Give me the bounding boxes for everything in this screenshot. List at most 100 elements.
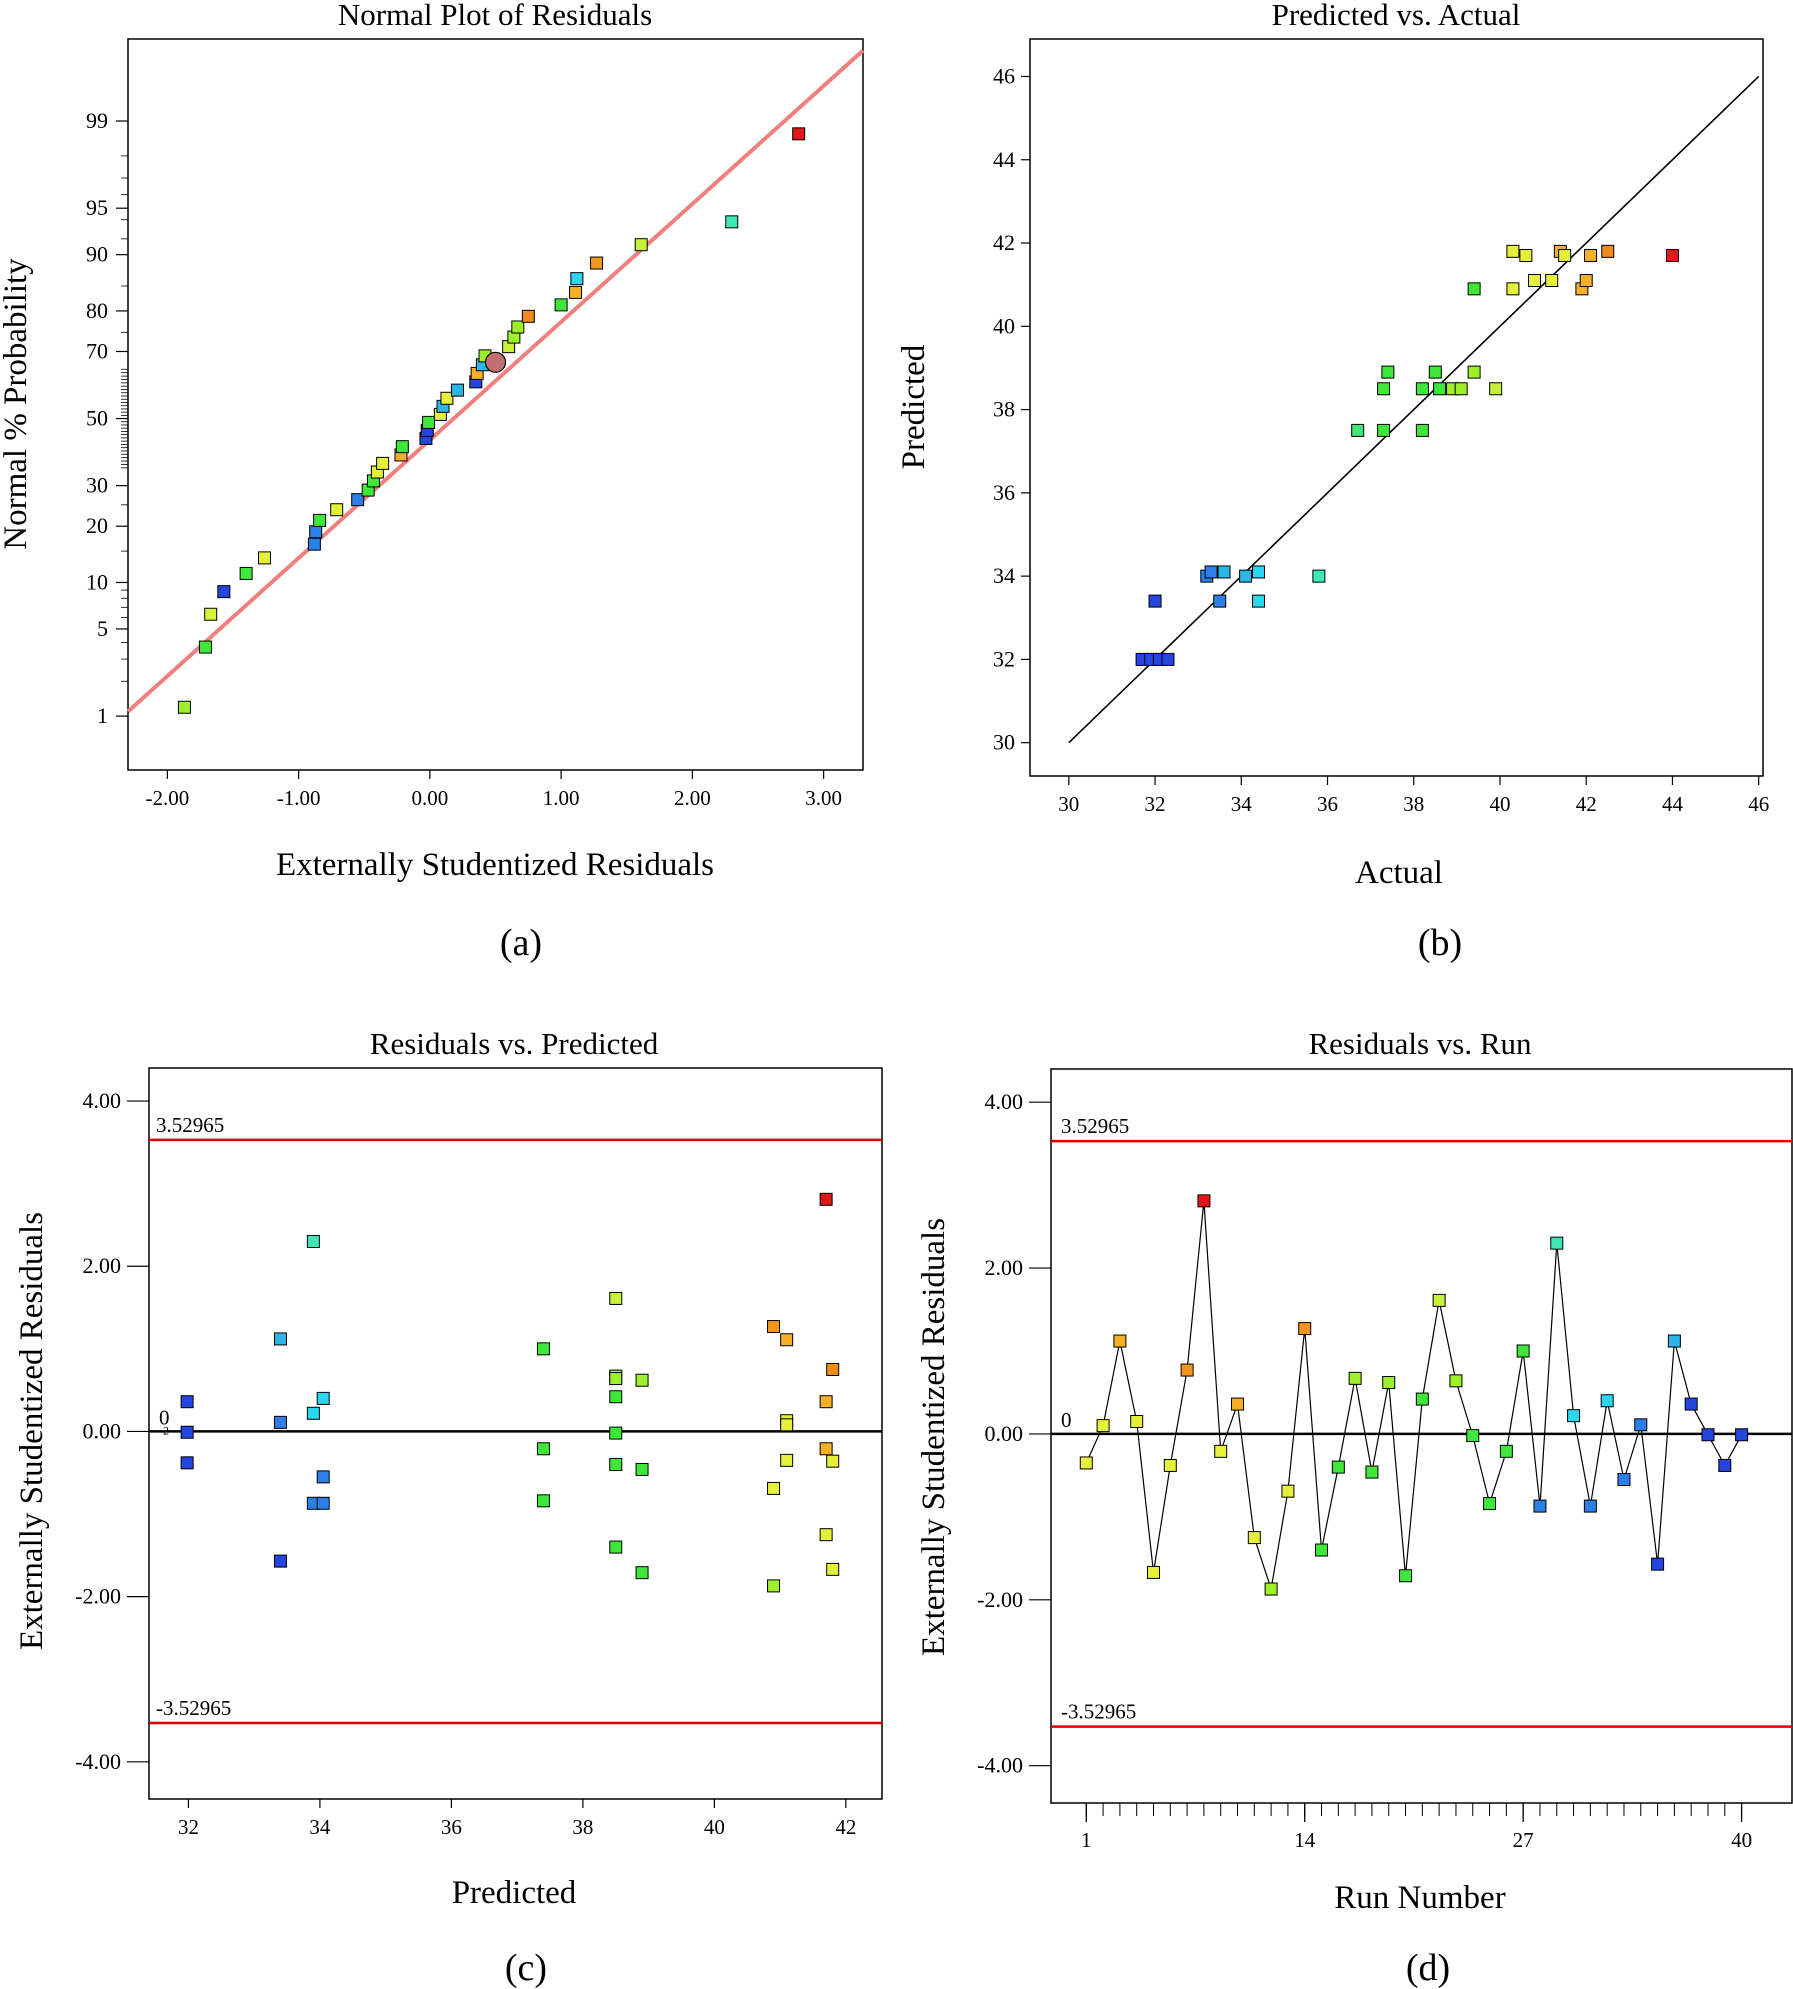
panel-d-y-ticks: -4.00 -2.00 0.00 2.00 4.00 bbox=[977, 1089, 1051, 1778]
panel-a-y-tick-label: 10 bbox=[86, 569, 108, 594]
panel-c-lower-limit-label: -3.52965 bbox=[156, 1696, 231, 1720]
panel-c-point bbox=[819, 1395, 833, 1409]
panel-a-plot-frame bbox=[127, 38, 864, 771]
panel-a-point bbox=[239, 566, 253, 580]
panel-d-series-line bbox=[1085, 1200, 1743, 1590]
panel-a-point bbox=[330, 503, 344, 517]
panel-c-point bbox=[609, 1540, 623, 1554]
panel-c-upper-limit-label: 3.52965 bbox=[156, 1113, 224, 1137]
panel-d-x-ticks: 1 14 27 40 bbox=[1081, 1803, 1752, 1852]
panel-a-point bbox=[792, 127, 806, 141]
panel-c-point bbox=[780, 1418, 794, 1432]
panel-b-point bbox=[1433, 382, 1447, 396]
panel-c-y-tick-label: -4.00 bbox=[75, 1749, 121, 1774]
panel-b-y-tick-label: 32 bbox=[993, 646, 1015, 671]
panel-a-y-tick-label: 20 bbox=[86, 513, 108, 538]
panel-d-y-axis-label: Externally Studentized Residuals bbox=[916, 1218, 952, 1656]
panel-b-point bbox=[1213, 594, 1227, 608]
panel-b-point bbox=[1467, 365, 1481, 379]
panel-d-point bbox=[1348, 1371, 1362, 1385]
panel-b-x-tick-label: 32 bbox=[1145, 792, 1166, 816]
panel-c-point bbox=[635, 1373, 649, 1387]
panel-d-x-tick-label: 40 bbox=[1731, 1828, 1752, 1852]
panel-c-y-tick-label: -2.00 bbox=[75, 1584, 121, 1609]
panel-b-x-tick-label: 30 bbox=[1058, 792, 1079, 816]
panel-d-point bbox=[1113, 1334, 1127, 1348]
panel-b-point bbox=[1217, 565, 1231, 579]
panel-b-y-tick-label: 42 bbox=[993, 230, 1015, 255]
panel-b-point bbox=[1428, 365, 1442, 379]
panel-d-x-axis-label: Run Number bbox=[1334, 1880, 1505, 1916]
panel-a-point bbox=[569, 285, 583, 299]
panel-c-y-tick-label: 4.00 bbox=[83, 1088, 122, 1113]
panel-d-point bbox=[1667, 1334, 1681, 1348]
panel-d-point bbox=[1163, 1458, 1177, 1472]
panel-c-point bbox=[635, 1462, 649, 1476]
panel-b-point bbox=[1377, 423, 1391, 437]
panel-c-x-tick-label: 32 bbox=[178, 1815, 199, 1839]
panel-a-point bbox=[570, 272, 584, 286]
panel-b-y-tick-label: 38 bbox=[993, 397, 1015, 422]
panel-c-point bbox=[635, 1566, 649, 1580]
panel-a-point bbox=[313, 513, 327, 527]
panel-b-x-tick-label: 42 bbox=[1576, 792, 1597, 816]
panel-c-y-tick-label: 0.00 bbox=[83, 1418, 122, 1443]
panel-b-y-tick-label: 34 bbox=[993, 563, 1015, 588]
panel-a-point bbox=[725, 215, 739, 229]
panel-b-diagonal-line bbox=[1068, 75, 1760, 744]
panel-b-point bbox=[1527, 274, 1541, 288]
panel-d-y-tick-label: 0.00 bbox=[985, 1421, 1024, 1446]
panel-a-x-tick-label: -2.00 bbox=[146, 786, 190, 810]
panel-d-point bbox=[1600, 1394, 1614, 1408]
panel-b-x-tick-label: 38 bbox=[1403, 792, 1424, 816]
panel-d-point bbox=[1432, 1293, 1446, 1307]
panel-c-point bbox=[780, 1453, 794, 1467]
panel-a-point bbox=[521, 309, 535, 323]
panel-d-point bbox=[1415, 1392, 1429, 1406]
panel-d-x-tick-label: 1 bbox=[1081, 1828, 1092, 1852]
panel-b-point bbox=[1467, 282, 1481, 296]
panel-a-point bbox=[590, 256, 604, 270]
panel-d-point bbox=[1634, 1418, 1648, 1432]
panel-d-point bbox=[1617, 1473, 1631, 1487]
panel-c-point bbox=[767, 1579, 781, 1593]
panel-a-point bbox=[217, 585, 231, 599]
panel-d-point bbox=[1281, 1484, 1295, 1498]
panel-a-y-tick-label: 95 bbox=[86, 195, 108, 220]
panel-d-point bbox=[1096, 1419, 1110, 1433]
panel-b-point bbox=[1506, 282, 1520, 296]
panel-d-x-tick-label: 27 bbox=[1513, 1828, 1534, 1852]
panel-b-caption: (b) bbox=[1418, 922, 1462, 964]
panel-a-x-tick-label: 3.00 bbox=[805, 786, 842, 810]
panel-b-point bbox=[1506, 244, 1520, 258]
panel-a-y-tick-label: 80 bbox=[86, 298, 108, 323]
panel-b-point bbox=[1381, 365, 1395, 379]
panel-b-title: Predicted vs. Actual bbox=[1272, 0, 1521, 32]
panel-d-residuals-vs-run: Residuals vs. Run Run Number Externally … bbox=[916, 1026, 1793, 1989]
panel-c-point bbox=[819, 1442, 833, 1456]
panel-d-upper-limit-label: 3.52965 bbox=[1061, 1114, 1129, 1138]
panel-c-plot-frame bbox=[148, 1067, 883, 1800]
panel-c-point bbox=[180, 1456, 194, 1470]
panel-c-y-tick-label: 2.00 bbox=[83, 1253, 122, 1278]
panel-a-point bbox=[258, 551, 271, 565]
panel-a-point bbox=[351, 493, 365, 507]
panel-c-x-tick-label: 36 bbox=[441, 1815, 462, 1839]
panel-d-point bbox=[1466, 1429, 1480, 1443]
panel-d-point bbox=[1567, 1409, 1581, 1423]
panel-d-point bbox=[1315, 1543, 1329, 1557]
panel-c-points bbox=[180, 1192, 840, 1593]
panel-b-y-axis-label: Predicted bbox=[896, 344, 932, 469]
panel-d-x-tick-label: 14 bbox=[1294, 1828, 1316, 1852]
panel-b-diagonal-group bbox=[1068, 75, 1760, 744]
panel-b-point bbox=[1601, 244, 1615, 258]
panel-c-reference-lines: 3.52965 -3.52965 02 bbox=[149, 1113, 882, 1725]
panel-b-point bbox=[1558, 249, 1572, 263]
panel-b-point bbox=[1161, 652, 1175, 666]
panel-c-point bbox=[536, 1494, 550, 1508]
panel-a-y-tick-label: 99 bbox=[86, 108, 108, 133]
panel-d-point bbox=[1701, 1428, 1715, 1442]
panel-c-point bbox=[826, 1362, 840, 1376]
panel-c-point bbox=[306, 1406, 320, 1420]
panel-a-points bbox=[177, 127, 806, 714]
